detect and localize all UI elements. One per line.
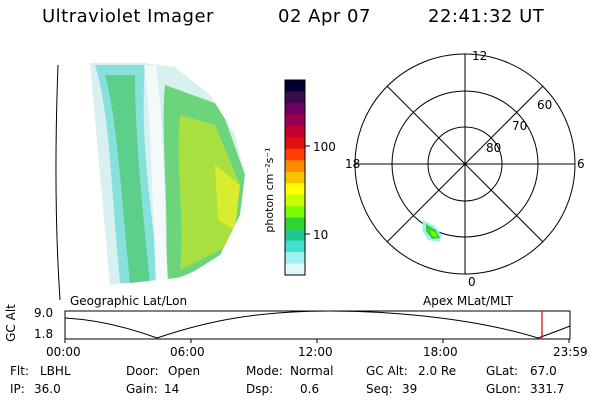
alt-tick-1-8: 1.8 xyxy=(34,327,54,341)
colorbar-stripe xyxy=(285,240,305,253)
seq-label: Seq: xyxy=(366,382,393,396)
time-label: 22:41:32 UT xyxy=(428,6,545,27)
date-label: 02 Apr 07 xyxy=(278,6,371,27)
colorbar-stripe xyxy=(285,252,305,265)
polar-plot: 12 18 6 0 60 70 80 xyxy=(345,50,585,289)
colorbar-stripe xyxy=(285,183,305,196)
colorbar-stripe xyxy=(285,91,305,104)
geographic-label: Geographic Lat/Lon xyxy=(70,294,188,308)
colorbar-stripe xyxy=(285,125,305,138)
colorbar-stripe xyxy=(285,194,305,207)
glat-label: GLat: xyxy=(486,364,519,378)
colorbar-stripe xyxy=(285,217,305,230)
mlat-label-60: 60 xyxy=(537,98,552,112)
mlat-label-80: 80 xyxy=(486,141,501,155)
instrument-title: Ultraviolet Imager xyxy=(42,6,214,27)
time-tick-2359: 23:59 xyxy=(553,345,588,359)
mlt-label-18: 18 xyxy=(345,157,360,171)
glon-value: 331.7 xyxy=(530,382,565,396)
ip-value: 36.0 xyxy=(34,382,61,396)
mode-value: Normal xyxy=(290,364,334,378)
colorbar-stripe xyxy=(285,171,305,184)
gcalt-label: GC Alt: xyxy=(366,364,408,378)
geographic-image xyxy=(55,63,245,300)
mlt-label-0: 0 xyxy=(468,275,476,289)
gc-alt-axis-label: GC Alt xyxy=(3,304,18,342)
altitude-plot xyxy=(64,310,571,343)
colorbar-stripe xyxy=(285,114,305,127)
door-label: Door: xyxy=(126,364,159,378)
mlt-label-12: 12 xyxy=(472,50,487,63)
colorbar: photon cm⁻²s⁻¹ xyxy=(263,79,310,276)
colorbar-stripe xyxy=(285,148,305,161)
polar-emission-patch xyxy=(422,220,442,242)
ip-label: IP: xyxy=(10,382,25,396)
flt-label: Flt: xyxy=(10,364,29,378)
time-tick-1200: 12:00 xyxy=(298,345,333,359)
colorbar-stripe xyxy=(285,263,305,276)
glon-label: GLon: xyxy=(486,382,521,396)
gcalt-value: 2.0 Re xyxy=(418,364,457,378)
seq-value: 39 xyxy=(402,382,418,396)
mode-label: Mode: xyxy=(246,364,283,378)
limb-line xyxy=(55,64,61,300)
colorbar-stripe xyxy=(285,102,305,115)
colorbar-stripe xyxy=(285,160,305,173)
dsp-label: Dsp: xyxy=(246,382,274,396)
colorbar-unit-label: photon cm⁻²s⁻¹ xyxy=(263,147,276,232)
mlt-label-6: 6 xyxy=(577,157,585,171)
time-tick-0600: 06:00 xyxy=(170,345,205,359)
door-value: Open xyxy=(168,364,201,378)
dsp-value: 0.6 xyxy=(300,382,320,396)
colorbar-stripe xyxy=(285,229,305,242)
gain-label: Gain: xyxy=(126,382,158,396)
colorbar-stripe xyxy=(285,137,305,150)
time-tick-0000: 00:00 xyxy=(46,345,81,359)
colorbar-stripe xyxy=(285,80,305,92)
colorbar-tick-10: 10 xyxy=(313,228,329,242)
alt-tick-9: 9.0 xyxy=(34,306,54,320)
colorbar-tick-100: 100 xyxy=(313,140,336,154)
glat-value: 67.0 xyxy=(530,364,557,378)
apex-label: Apex MLat/MLT xyxy=(423,294,513,308)
colorbar-stripe xyxy=(285,206,305,219)
flt-value: LBHL xyxy=(40,364,71,378)
mlat-label-70: 70 xyxy=(512,119,527,133)
time-tick-1800: 18:00 xyxy=(423,345,458,359)
gain-value: 14 xyxy=(164,382,180,396)
